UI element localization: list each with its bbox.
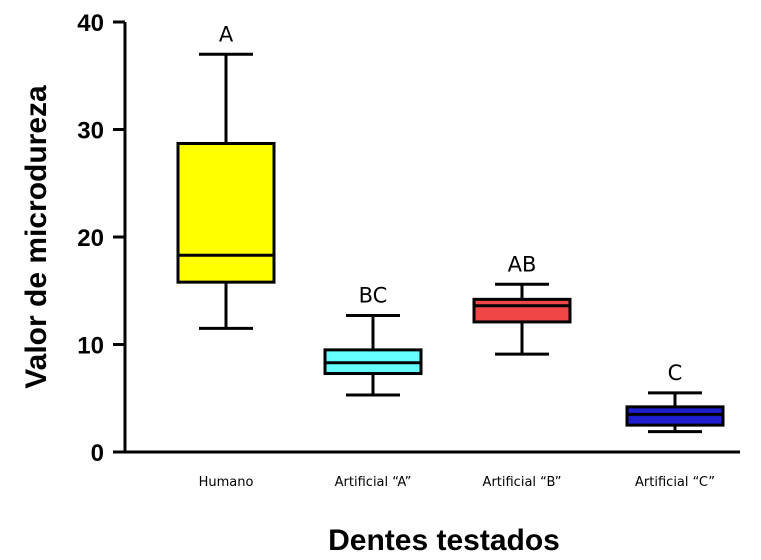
y-axis-title: Valor de microdureza: [20, 85, 53, 389]
y-tick-label: 0: [91, 440, 104, 467]
group-label: A: [219, 22, 234, 46]
box-1: A: [176, 22, 276, 330]
x-axis-title: Dentes testados: [328, 524, 560, 557]
category-label: Humano: [199, 475, 254, 490]
group-label: BC: [359, 283, 388, 307]
y-tick-label: 10: [77, 333, 104, 360]
y-tick-label: 40: [77, 10, 104, 37]
x-categories: Humano Artificial “A” Artificial “B” Artifi…: [199, 475, 715, 490]
group-label: AB: [508, 252, 537, 276]
category-label: Artificial “B”: [483, 475, 562, 490]
iqr-box: [472, 297, 572, 324]
box-3: AB: [472, 252, 572, 356]
y-ticks: 0 10 20 30 40: [77, 10, 125, 467]
y-tick-label: 30: [77, 118, 104, 145]
box-4: C: [625, 361, 725, 434]
iqr-box: [176, 141, 276, 284]
box-2: BC: [323, 283, 423, 397]
y-tick-label: 20: [77, 225, 104, 252]
group-label: C: [668, 361, 683, 385]
category-label: Artificial “C”: [635, 475, 715, 490]
category-label: Artificial “A”: [335, 475, 412, 490]
iqr-box: [625, 405, 725, 427]
